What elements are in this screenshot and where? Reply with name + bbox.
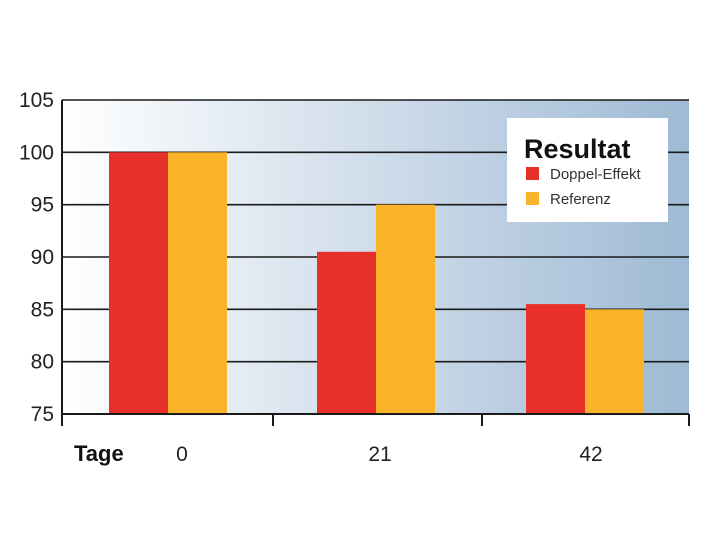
legend-label-referenz: Referenz	[550, 191, 611, 208]
y-tick-label-75: 75	[31, 403, 54, 426]
bar-doppel-effekt-42	[526, 304, 585, 414]
legend-label-doppel-effekt: Doppel-Effekt	[550, 166, 641, 183]
y-tick-label-95: 95	[31, 194, 54, 217]
x-tick-label-21: 21	[368, 443, 391, 466]
y-tick-label-90: 90	[31, 246, 54, 269]
bar-referenz-0	[168, 152, 227, 415]
bar-referenz-42	[585, 309, 644, 414]
y-tick-label-100: 100	[19, 141, 54, 164]
legend-swatch-doppel-effekt	[526, 167, 539, 180]
bar-doppel-effekt-21	[317, 251, 376, 414]
bar-doppel-effekt-0	[109, 152, 168, 415]
y-tick-label-105: 105	[19, 89, 54, 112]
x-tick-label-42: 42	[579, 443, 602, 466]
x-tick-label-0: 0	[176, 443, 188, 466]
legend-title: Resultat	[524, 134, 631, 164]
y-tick-label-80: 80	[31, 351, 54, 374]
legend: Resultat Doppel-Effekt Referenz	[507, 118, 668, 222]
bar-referenz-21	[376, 204, 435, 414]
y-tick-label-85: 85	[31, 298, 54, 321]
x-axis-title: Tage	[74, 441, 124, 466]
legend-swatch-referenz	[526, 192, 539, 205]
